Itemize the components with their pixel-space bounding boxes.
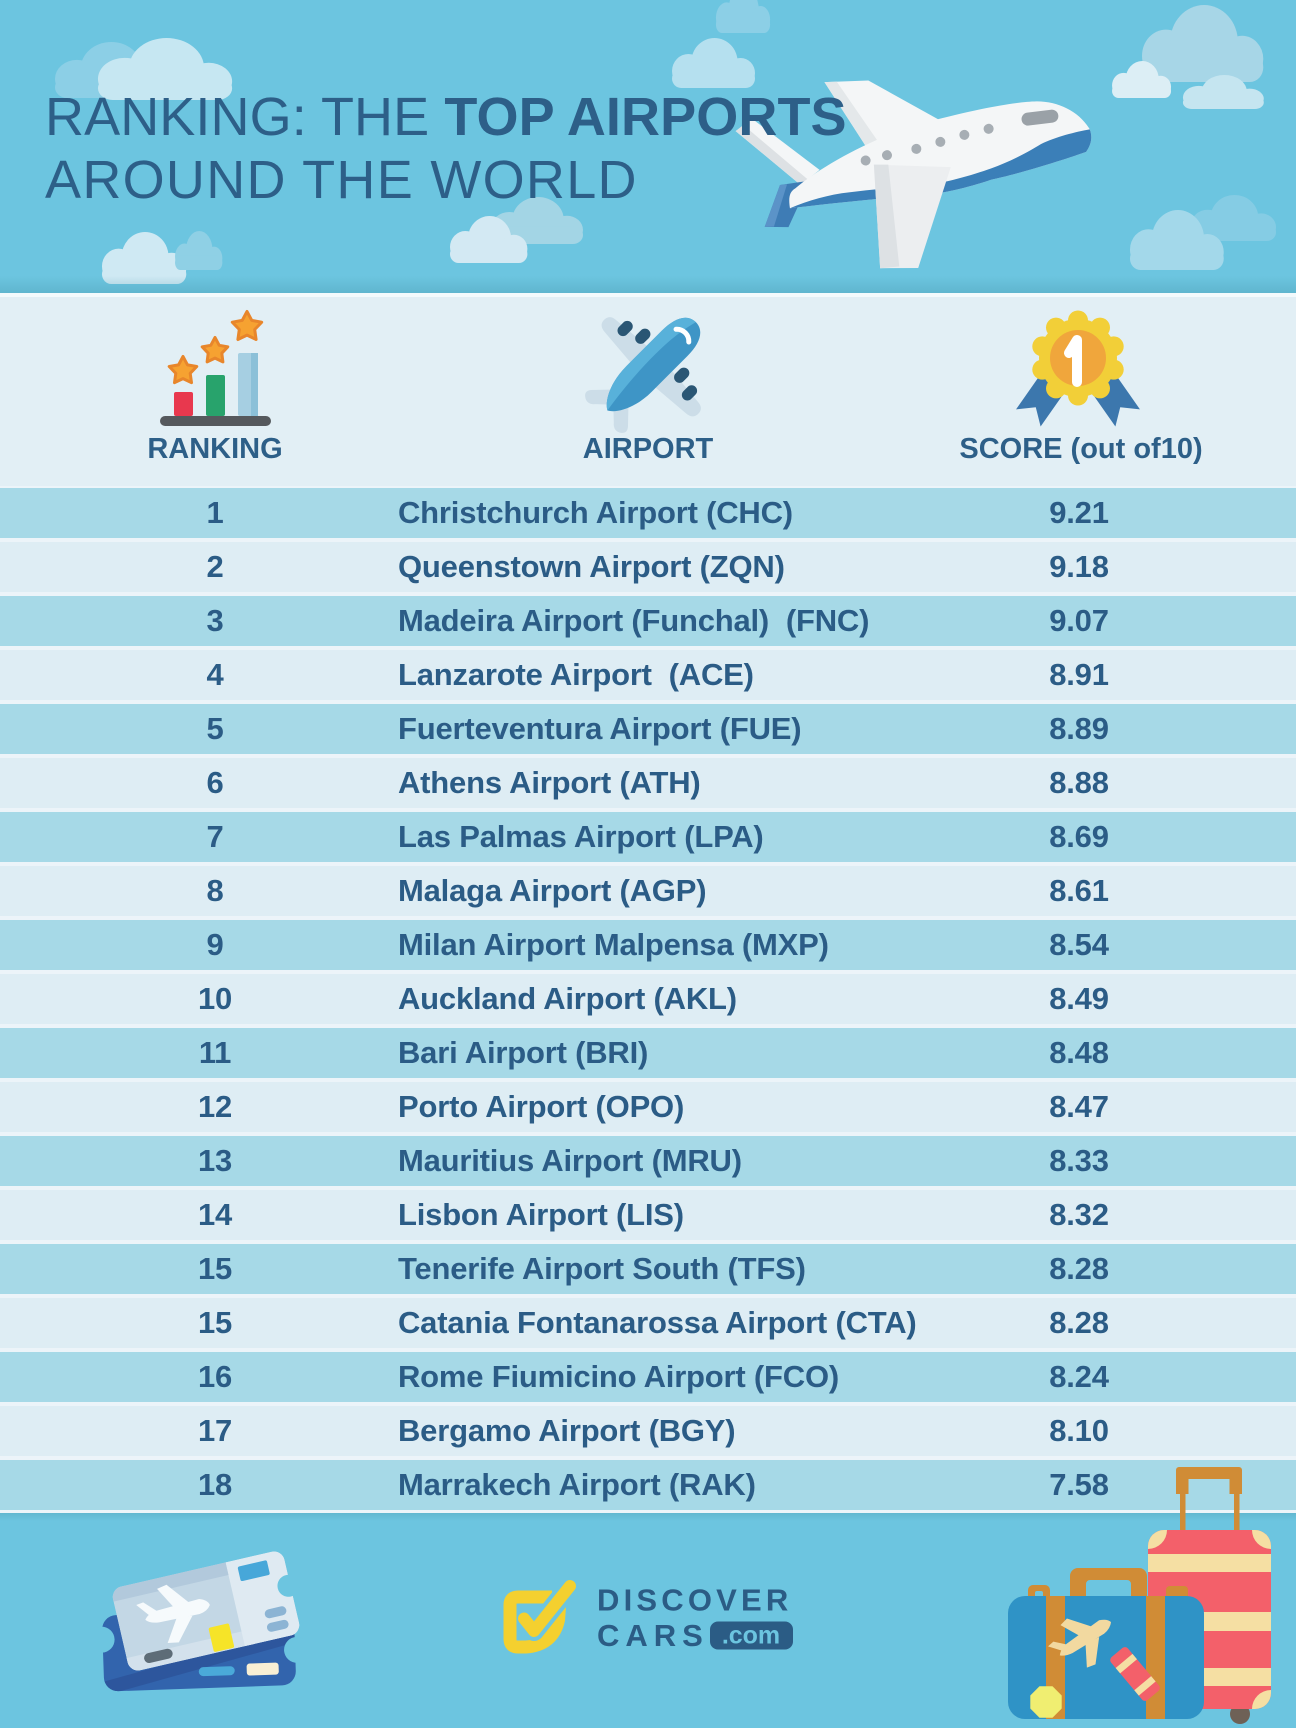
svg-text:CARS: CARS: [597, 1618, 709, 1653]
svg-text:DISCOVER: DISCOVER: [597, 1583, 793, 1618]
svg-text:.com: .com: [722, 1622, 780, 1650]
